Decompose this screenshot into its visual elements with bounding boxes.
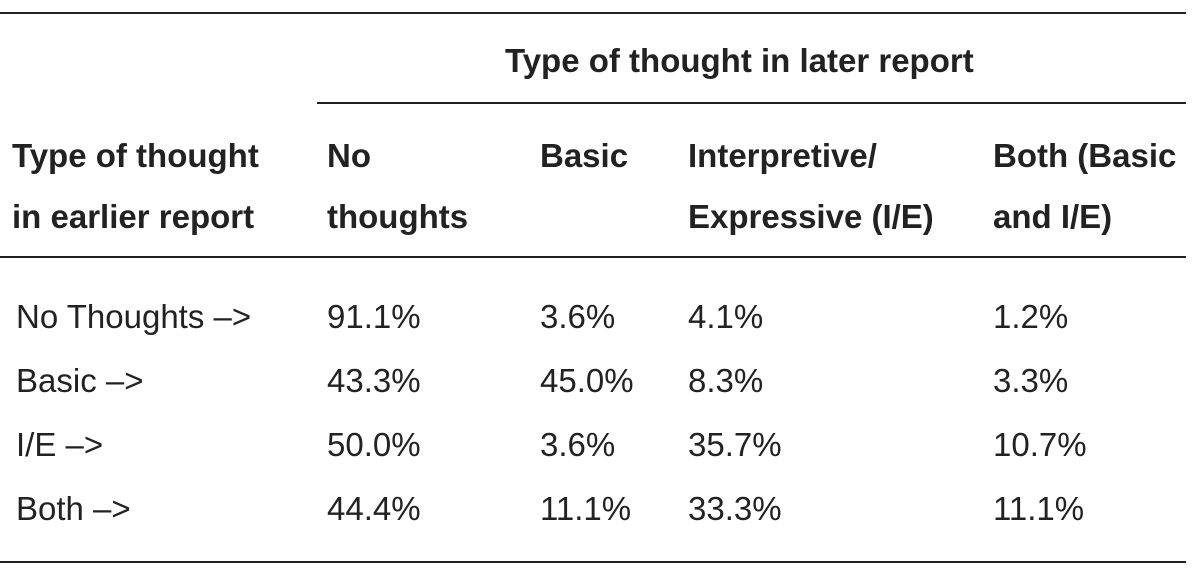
row-label-ie: I/E –> <box>16 426 104 463</box>
bottom-rule <box>0 561 1186 563</box>
col-header-interpretive-line-2: Expressive (I/E) <box>688 198 934 235</box>
col-header-no-thoughts-line-1: No <box>327 137 371 174</box>
row-label-both: Both –> <box>16 490 131 527</box>
col-header-both-line-1: Both (Basic <box>993 137 1177 174</box>
table-cell: 1.2% <box>993 298 1069 335</box>
table-cell: 3.6% <box>540 426 616 463</box>
col-header-basic: Basic <box>540 137 629 174</box>
table-cell: 43.3% <box>327 362 421 399</box>
table-cell: 35.7% <box>688 426 782 463</box>
top-rule <box>0 12 1186 14</box>
row-label-no-thoughts: No Thoughts –> <box>16 298 252 335</box>
table-cell: 10.7% <box>993 426 1087 463</box>
spanner-rule <box>317 102 1186 104</box>
row-header-line-2: in earlier report <box>12 198 255 235</box>
table-cell: 91.1% <box>327 298 421 335</box>
table-cell: 8.3% <box>688 362 764 399</box>
table-cell: 45.0% <box>540 362 634 399</box>
col-header-both-line-2: and I/E) <box>993 198 1113 235</box>
table-cell: 33.3% <box>688 490 782 527</box>
table-cell: 11.1% <box>540 490 632 527</box>
row-label-basic: Basic –> <box>16 362 144 399</box>
table-cell: 50.0% <box>327 426 421 463</box>
col-header-interpretive-line-1: Interpretive/ <box>688 137 877 174</box>
table-cell: 3.3% <box>993 362 1069 399</box>
header-rule <box>0 256 1186 258</box>
table-cell: 11.1% <box>993 490 1085 527</box>
spanner-header: Type of thought in later report <box>505 42 974 79</box>
table-cell: 4.1% <box>688 298 764 335</box>
table-cell: 3.6% <box>540 298 616 335</box>
col-header-no-thoughts-line-2: thoughts <box>327 198 469 235</box>
row-header-line-1: Type of thought <box>12 137 259 174</box>
table-cell: 44.4% <box>327 490 421 527</box>
